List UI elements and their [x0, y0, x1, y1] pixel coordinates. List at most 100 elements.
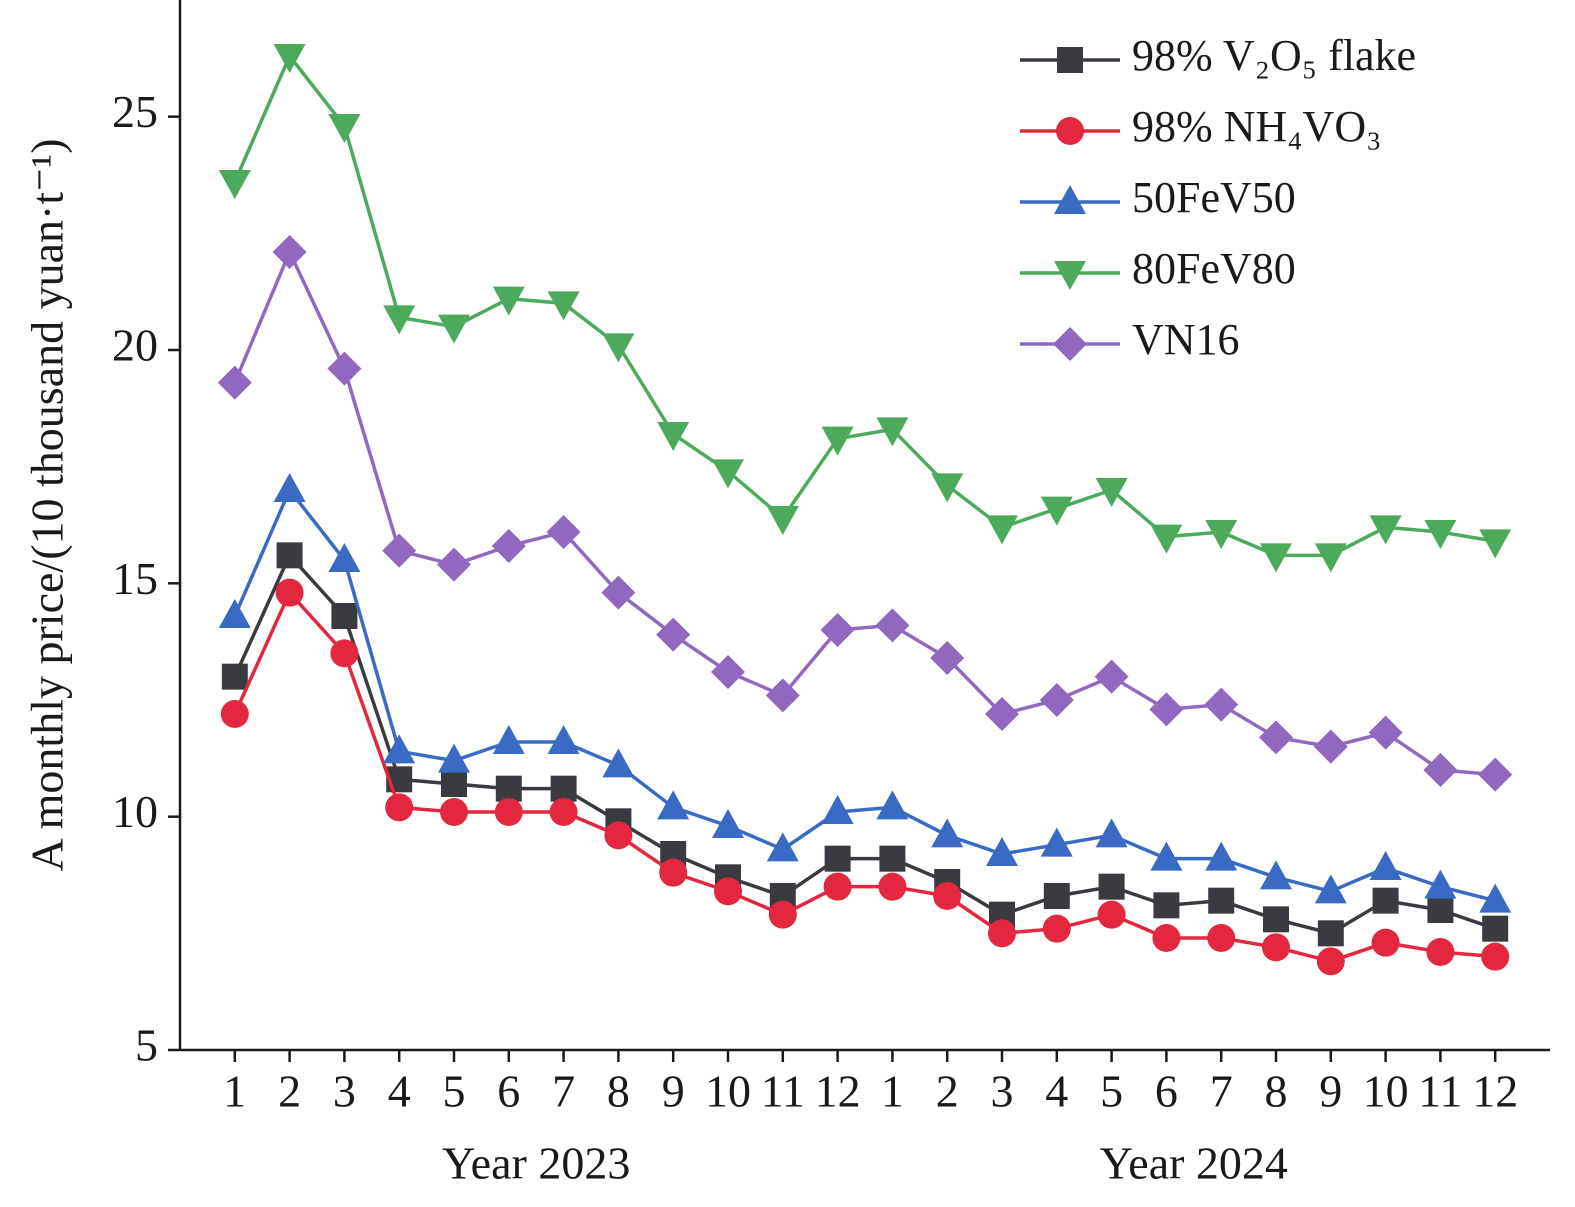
marker	[1371, 928, 1400, 957]
marker	[820, 613, 855, 647]
y-tick-label: 5	[135, 1020, 158, 1071]
marker	[273, 473, 306, 502]
marker	[1153, 892, 1180, 919]
marker	[1317, 920, 1344, 947]
marker	[1260, 860, 1292, 890]
marker	[1424, 520, 1457, 549]
marker	[766, 506, 799, 535]
series-line	[233, 552, 1496, 936]
x-tick-label: 12	[815, 1066, 861, 1117]
marker	[1481, 942, 1510, 971]
marker	[879, 845, 906, 872]
marker	[383, 734, 416, 764]
x-tick-label: 11	[1418, 1066, 1462, 1117]
x-tick-label: 10	[705, 1066, 751, 1117]
marker	[823, 872, 852, 901]
x-tick-label: 8	[607, 1066, 630, 1117]
marker	[712, 459, 744, 489]
marker	[604, 821, 633, 850]
marker	[1316, 947, 1345, 976]
marker	[494, 798, 523, 826]
marker	[546, 515, 581, 549]
marker	[550, 775, 577, 802]
marker	[1150, 841, 1183, 871]
y-tick-label: 10	[112, 786, 158, 837]
legend-label: 80FeV80	[1132, 244, 1296, 293]
x-tick-label: 2	[936, 1066, 959, 1117]
marker	[331, 603, 358, 629]
marker	[328, 543, 361, 572]
marker	[1095, 818, 1128, 848]
marker	[1095, 478, 1128, 507]
marker	[602, 748, 635, 778]
marker	[714, 877, 742, 906]
marker	[382, 533, 417, 568]
x-tick-label: 1	[881, 1066, 904, 1117]
x-tick-label: 6	[497, 1066, 520, 1117]
marker	[1208, 887, 1235, 914]
y-axis-title: A monthly price/(10 thousand yuan·t⁻¹)	[22, 138, 73, 871]
marker	[1149, 692, 1184, 727]
marker	[1372, 887, 1399, 914]
marker	[1313, 729, 1348, 764]
x-tick-label: 10	[1363, 1066, 1409, 1117]
legend-label: 98% V₂O₅ flake	[1132, 31, 1416, 80]
marker	[275, 578, 304, 607]
marker	[1314, 543, 1347, 573]
marker	[217, 365, 252, 400]
marker	[272, 235, 307, 269]
marker	[931, 818, 964, 848]
marker	[438, 314, 470, 344]
marker	[276, 542, 303, 569]
marker	[875, 608, 910, 643]
marker	[985, 697, 1019, 731]
marker	[930, 641, 965, 675]
marker	[327, 351, 362, 386]
marker	[986, 515, 1018, 545]
marker	[656, 617, 691, 652]
marker	[1369, 851, 1402, 880]
marker	[1039, 683, 1074, 717]
marker	[1204, 687, 1239, 722]
marker	[495, 775, 522, 802]
marker	[657, 422, 690, 451]
marker	[1205, 841, 1238, 871]
x-tick-label: 11	[761, 1066, 805, 1117]
marker	[602, 333, 635, 363]
series-line	[233, 589, 1496, 964]
marker	[1094, 659, 1129, 694]
marker	[876, 790, 909, 820]
marker	[1263, 906, 1289, 933]
marker	[659, 858, 688, 887]
marker	[1314, 874, 1347, 904]
marker	[441, 771, 467, 797]
marker	[876, 417, 909, 447]
x-tick-label: 7	[552, 1066, 575, 1117]
legend-label: 98% NH₄VO₃	[1132, 102, 1381, 151]
marker	[824, 845, 851, 872]
marker	[766, 832, 799, 862]
marker	[330, 639, 359, 668]
legend-label: 50FeV50	[1132, 173, 1296, 222]
marker	[218, 170, 251, 199]
marker	[1482, 915, 1509, 942]
marker	[273, 44, 306, 73]
marker	[601, 575, 636, 610]
x-tick-label: 3	[333, 1066, 356, 1117]
x-tick-label: 3	[991, 1066, 1014, 1117]
marker	[440, 798, 468, 826]
marker	[1478, 757, 1513, 792]
marker	[438, 743, 470, 773]
x-tick-label: 5	[443, 1066, 466, 1117]
x-tick-label: 9	[1319, 1066, 1342, 1117]
marker	[1205, 520, 1238, 549]
marker	[1260, 543, 1292, 573]
marker	[1479, 529, 1512, 559]
marker	[712, 809, 744, 838]
group-label: Year 2023	[442, 1138, 630, 1189]
marker	[1262, 933, 1290, 962]
marker	[1368, 715, 1403, 750]
marker	[1423, 753, 1458, 787]
marker	[220, 700, 249, 728]
marker	[1098, 873, 1125, 900]
